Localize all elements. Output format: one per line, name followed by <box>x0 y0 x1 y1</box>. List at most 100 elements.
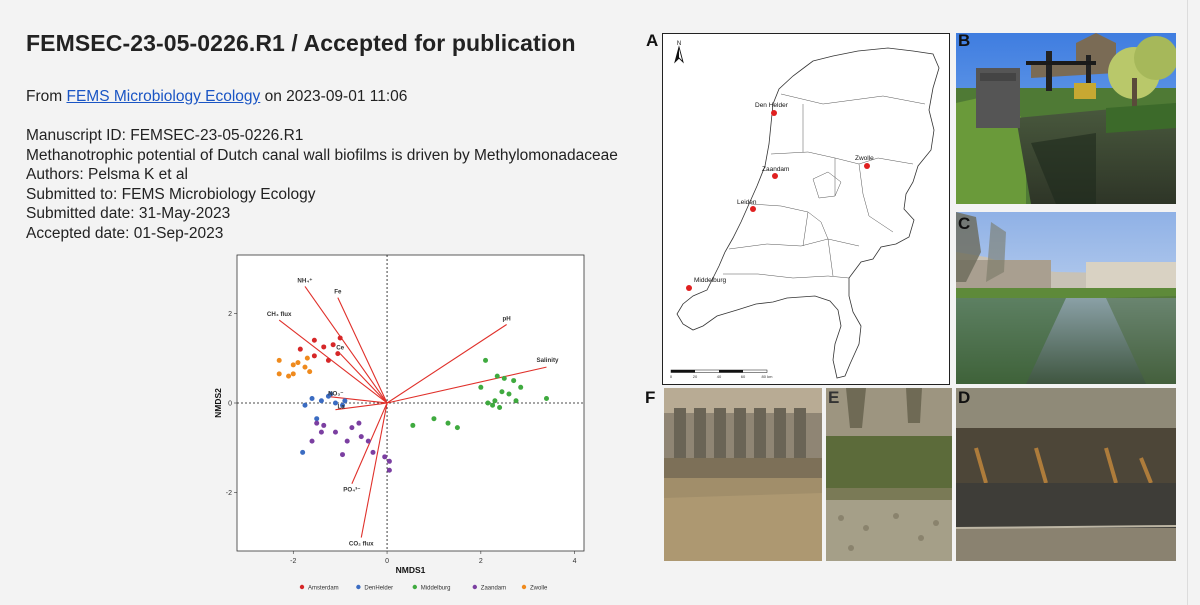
data-point-zaandam <box>309 438 315 444</box>
data-point-amsterdam <box>297 346 303 352</box>
data-point-middelburg <box>410 422 416 428</box>
city-label: Den Helder <box>755 102 789 109</box>
data-point-denhelder <box>302 402 308 408</box>
svg-text:N: N <box>677 41 681 47</box>
data-point-middelburg <box>511 378 517 384</box>
data-point-middelburg <box>501 375 507 381</box>
data-point-middelburg <box>445 420 451 426</box>
photo-canal-houses <box>956 212 1176 384</box>
data-point-zaandam <box>340 452 346 458</box>
scale-tick-label: 80 km <box>762 374 774 379</box>
data-point-zwolle <box>290 371 296 377</box>
y-tick-label: -2 <box>226 490 232 497</box>
legend-marker-amsterdam <box>299 584 305 590</box>
data-point-denhelder <box>314 416 320 422</box>
data-point-zaandam <box>358 434 364 440</box>
city-marker <box>864 163 870 169</box>
photo-underwater-wall <box>956 388 1176 561</box>
data-point-denhelder <box>340 402 346 408</box>
from-prefix: From <box>26 88 63 105</box>
legend-marker-zwolle <box>521 584 527 590</box>
data-point-zwolle <box>290 362 296 368</box>
data-point-zaandam <box>365 438 371 444</box>
data-point-zaandam <box>386 458 392 464</box>
data-point-zaandam <box>318 429 324 435</box>
panel-label-a: A <box>646 31 659 50</box>
data-point-denhelder <box>342 398 348 404</box>
scale-bar: 0 20 40 60 80 km <box>670 369 774 379</box>
netherlands-map: N Den Helder Zaandam Zwolle Leiden Middelbur… <box>670 41 940 379</box>
vector-label: PO₄³⁻ <box>343 487 360 494</box>
data-point-zwolle <box>276 357 282 363</box>
y-axis-label: NMDS2 <box>213 388 223 418</box>
data-point-zaandam <box>321 422 327 428</box>
data-point-zwolle <box>286 373 292 379</box>
map-cities: Den Helder Zaandam Zwolle Leiden Middelburg <box>686 102 874 291</box>
panel-label-f: F <box>645 388 656 407</box>
data-point-middelburg <box>518 384 524 390</box>
province-borders <box>723 93 926 279</box>
data-point-zaandam <box>382 454 388 460</box>
city-label: Zaandam <box>762 166 789 173</box>
map-panel: N Den Helder Zaandam Zwolle Leiden Middelbur… <box>662 33 950 385</box>
x-tick-label: 2 <box>479 558 483 565</box>
legend-marker-zaandam <box>472 584 477 590</box>
from-line: From FEMS Microbiology Ecology on 2023-0… <box>26 88 407 106</box>
data-point-zwolle <box>276 371 282 377</box>
data-point-zwolle <box>307 369 313 375</box>
data-point-zaandam <box>332 429 338 435</box>
data-point-denhelder <box>318 398 324 404</box>
photo-canal-lock <box>956 33 1176 204</box>
data-point-zwolle <box>302 364 308 370</box>
scale-tick-label: 0 <box>670 374 673 379</box>
data-point-middelburg <box>485 400 491 406</box>
vector-arrow <box>386 366 547 404</box>
nmds-chart: -2 0 2 4 -2 0 2 NMDS1 NMDS2 NH₄⁺ Fe CH₄ flux Ce NO₃⁻ L… <box>207 250 587 600</box>
legend-label-zwolle: Zwolle <box>530 586 548 592</box>
manuscript-details: Manuscript ID: FEMSEC-23-05-0226.R1 Meth… <box>26 126 618 244</box>
data-point-zaandam <box>370 449 376 455</box>
data-point-middelburg <box>492 398 498 404</box>
x-tick-label: -2 <box>290 558 296 565</box>
vector-label: CH₄ flux <box>267 311 292 318</box>
y-tick-label: 0 <box>228 401 232 408</box>
legend-marker-denhelder <box>356 584 361 590</box>
x-axis-label: NMDS1 <box>396 565 426 575</box>
data-point-denhelder <box>328 391 334 397</box>
panel-label-c: C <box>958 214 971 233</box>
data-point-middelburg <box>454 425 460 431</box>
vector-label: Salinity <box>536 357 559 364</box>
vector-arrow <box>360 402 388 538</box>
data-point-zaandam <box>386 467 392 473</box>
scale-tick-label: 60 <box>741 374 746 379</box>
x-tick-label: 0 <box>385 558 389 565</box>
data-point-denhelder <box>332 400 338 406</box>
city-marker <box>771 110 777 116</box>
legend-label-middelburg: Middelburg <box>421 586 451 592</box>
city-label: Leiden <box>737 199 757 206</box>
photo-green-wall <box>826 388 952 561</box>
city-marker <box>750 206 756 212</box>
vector-arrow <box>304 286 388 404</box>
data-point-middelburg <box>478 384 484 390</box>
nmds-plot: -2 0 2 4 -2 0 2 NMDS1 NMDS2 NH₄⁺ Fe CH₄ flux Ce NO₃⁻ L… <box>213 254 585 592</box>
data-point-zaandam <box>349 425 355 431</box>
data-point-middelburg <box>431 416 437 422</box>
vector-arrow <box>326 395 388 404</box>
journal-link[interactable]: FEMS Microbiology Ecology <box>66 88 261 105</box>
legend-label-denhelder: DenHelder <box>364 586 393 592</box>
vector-label: CO₂ flux <box>349 541 374 548</box>
data-point-amsterdam <box>311 337 317 343</box>
vector-arrow <box>386 324 507 404</box>
manuscript-title: Methanotrophic potential of Dutch canal … <box>26 146 618 164</box>
legend-label-amsterdam: Amsterdam <box>308 586 339 592</box>
manuscript-id: Manuscript ID: FEMSEC-23-05-0226.R1 <box>26 127 304 144</box>
data-point-amsterdam <box>321 344 327 350</box>
data-point-denhelder <box>300 449 306 455</box>
vector-arrow <box>339 353 388 404</box>
panel-label-e: E <box>828 388 840 407</box>
data-point-amsterdam <box>335 351 341 357</box>
vector-label: Fe <box>334 289 342 296</box>
data-point-middelburg <box>494 373 500 379</box>
legend-marker-middelburg <box>412 584 417 590</box>
